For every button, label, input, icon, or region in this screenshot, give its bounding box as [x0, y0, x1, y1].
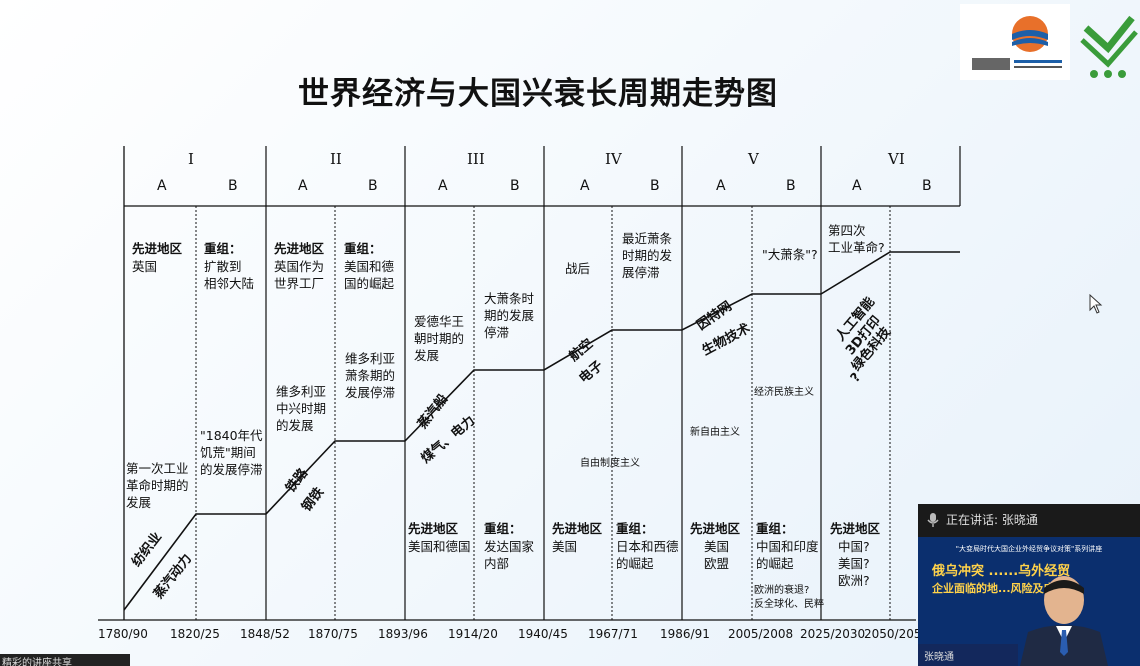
- wave-label-4: IV: [605, 150, 622, 168]
- year-tick: 2005/2008: [728, 627, 794, 641]
- phase-label: B: [922, 178, 932, 194]
- mic-bar: 张晓通: [918, 644, 1018, 666]
- year-tick: 1870/75: [308, 627, 358, 641]
- cell-heading: 先进地区: [830, 521, 881, 536]
- wave-dividers: [265, 146, 961, 620]
- cell-text: 英国作为 世界工厂: [274, 259, 325, 291]
- phase-label: A: [438, 178, 448, 194]
- year-tick: 1893/96: [378, 627, 428, 641]
- year-tick: 1967/71: [588, 627, 638, 641]
- phase-label: B: [368, 178, 378, 194]
- cell-text: "1840年代 饥荒"期间 的发展停滞: [200, 428, 263, 477]
- cell-heading: 先进地区: [132, 241, 183, 256]
- cell-text: 英国: [132, 259, 158, 274]
- year-tick: 1848/52: [240, 627, 290, 641]
- cell-heading: 重组：: [204, 241, 242, 256]
- wave-label-1: I: [188, 150, 194, 168]
- phase-label: A: [157, 178, 167, 194]
- phase-label: A: [716, 178, 726, 194]
- banner-title: 俄乌冲突 ......乌外经贸: [932, 564, 1071, 579]
- green-logo: [1080, 15, 1138, 78]
- fudan-logo: [972, 16, 1062, 70]
- mouse-cursor-icon: [1089, 294, 1103, 314]
- cell-heading: 先进地区: [408, 521, 459, 536]
- cell-text: "大萧条"?: [762, 247, 818, 262]
- cell-text: 欧洲的衰退? 反全球化、民粹: [754, 585, 824, 610]
- banner-title-2: 企业面临的地...风险及应对: [932, 582, 1066, 595]
- phase-label: A: [298, 178, 308, 194]
- year-tick: 1940/45: [518, 627, 568, 641]
- wave-label-2: II: [330, 150, 342, 168]
- slide-title: 世界经济与大国兴衰长周期走势图: [298, 76, 778, 112]
- cell-text: 美国和德国: [408, 539, 471, 554]
- long-wave-curve: [123, 251, 960, 611]
- cell-text: 第四次 工业革命?: [828, 223, 885, 255]
- phase-label: B: [228, 178, 238, 194]
- cell-text: 最近萧条 时期的发 展停滞: [622, 231, 673, 280]
- phase-label: B: [510, 178, 520, 194]
- wave-label-6: VI: [888, 150, 905, 168]
- speaker-video-panel[interactable]: 正在讲话: 张晓通 "大变局时代大国企业外经贸争议对策"系列讲座 俄乌冲突 ..…: [918, 504, 1140, 666]
- cell-text: 第一次工业 革命时期的 发展: [126, 461, 189, 510]
- cell-text: 中国? 美国? 欧洲?: [838, 539, 870, 588]
- speaking-label: 正在讲话: 张晓通: [946, 513, 1038, 527]
- phase-label: A: [852, 178, 862, 194]
- cell-heading: 重组：: [344, 241, 382, 256]
- cell-heading: 先进地区: [552, 521, 603, 536]
- wave-label-3: III: [467, 150, 485, 168]
- year-tick: 1780/90: [98, 627, 148, 641]
- cell-text: 扩散到 相邻大陆: [204, 259, 255, 291]
- phase-dividers: [195, 206, 891, 620]
- speaker-status-bar: 正在讲话: 张晓通: [918, 504, 1140, 537]
- year-tick: 1986/91: [660, 627, 710, 641]
- banner-subtitle: "大变局时代大国企业外经贸争议对策"系列讲座: [955, 545, 1103, 553]
- cell-text: 战后: [565, 261, 591, 276]
- year-tick: 2050/2055: [864, 627, 930, 641]
- cell-text: 爱德华王 朝时期的 发展: [414, 314, 465, 363]
- cell-heading: 重组：: [756, 521, 794, 536]
- cell-text: 美国: [552, 539, 578, 554]
- cell-text: 发达国家 内部: [484, 539, 535, 571]
- cell-text: 美国和德 国的崛起: [344, 259, 395, 291]
- mic-label: 张晓通: [924, 652, 954, 663]
- phase-label: B: [786, 178, 796, 194]
- cell-heading: 先进地区: [274, 241, 325, 256]
- microphone-icon: [927, 513, 939, 527]
- fudan-logo-box: [960, 4, 1070, 80]
- cell-text: 大萧条时 期的发展 停滞: [484, 291, 535, 340]
- cell-text: 自由制度主义: [580, 458, 640, 469]
- cell-text: 中国和印度 的崛起: [756, 539, 819, 571]
- cell-heading: 重组：: [484, 521, 522, 536]
- year-tick: 1914/20: [448, 627, 498, 641]
- cell-text: 维多利亚 萧条期的 发展停滞: [345, 351, 396, 400]
- speaker-avatar: [1020, 576, 1108, 666]
- cell-text: 美国 欧盟: [704, 539, 730, 571]
- cell-text: 日本和西德 的崛起: [616, 539, 679, 571]
- cell-text: 维多利亚 中兴时期 的发展: [276, 384, 327, 433]
- cell-heading: 重组：: [616, 521, 654, 536]
- year-tick: 2025/2030: [800, 627, 866, 641]
- phase-label: A: [580, 178, 590, 194]
- cell-heading: 先进地区: [690, 521, 741, 536]
- cell-text: 经济民族主义: [754, 387, 814, 398]
- wave-label-5: V: [748, 150, 759, 168]
- cell-text: 新自由主义: [690, 427, 740, 438]
- year-tick: 1820/25: [170, 627, 220, 641]
- bottom-caption-bar: [0, 654, 130, 666]
- bottom-caption: 精彩的讲座共享: [2, 658, 72, 666]
- phase-label: B: [650, 178, 660, 194]
